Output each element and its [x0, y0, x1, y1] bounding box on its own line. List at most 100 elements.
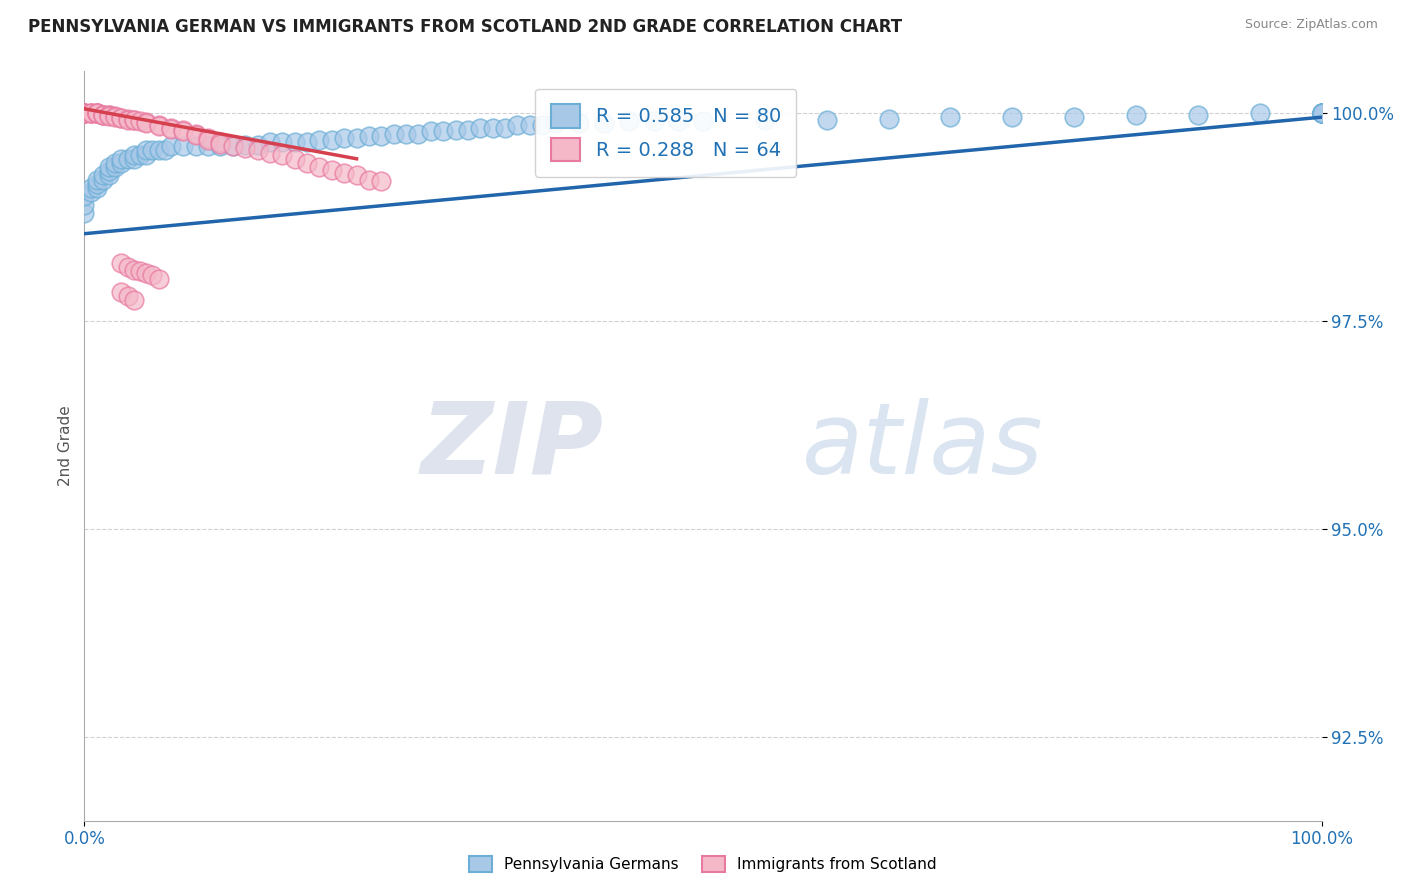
Point — [73, 106, 96, 120]
Point — [117, 260, 139, 274]
Point — [148, 144, 170, 158]
Point — [73, 189, 96, 203]
Point — [172, 139, 194, 153]
Point — [79, 185, 101, 199]
Point — [129, 147, 152, 161]
Point — [104, 160, 127, 174]
Point — [117, 152, 139, 166]
Point — [346, 131, 368, 145]
Point — [444, 122, 467, 136]
Point — [1310, 106, 1333, 120]
Point — [122, 147, 145, 161]
Point — [148, 120, 170, 134]
Point — [110, 111, 132, 125]
Point — [382, 127, 405, 141]
Legend: R = 0.585   N = 80, R = 0.288   N = 64: R = 0.585 N = 80, R = 0.288 N = 64 — [536, 88, 796, 177]
Point — [209, 136, 232, 151]
Point — [308, 160, 330, 174]
Point — [73, 106, 96, 120]
Point — [79, 181, 101, 195]
Text: Source: ZipAtlas.com: Source: ZipAtlas.com — [1244, 18, 1378, 31]
Point — [209, 139, 232, 153]
Point — [939, 110, 962, 124]
Point — [1310, 106, 1333, 120]
Text: atlas: atlas — [801, 398, 1043, 494]
Point — [666, 114, 689, 128]
Point — [79, 106, 101, 120]
Point — [470, 120, 492, 135]
Point — [86, 172, 108, 186]
Point — [122, 262, 145, 277]
Point — [98, 160, 121, 174]
Point — [519, 119, 541, 133]
Point — [295, 135, 318, 149]
Point — [86, 106, 108, 120]
Point — [233, 141, 256, 155]
Point — [1187, 108, 1209, 122]
Point — [91, 172, 114, 186]
Point — [1310, 106, 1333, 120]
Point — [617, 114, 640, 128]
Point — [98, 108, 121, 122]
Point — [86, 181, 108, 195]
Point — [1310, 106, 1333, 120]
Point — [117, 112, 139, 126]
Point — [91, 108, 114, 122]
Point — [98, 164, 121, 178]
Point — [643, 114, 665, 128]
Point — [122, 152, 145, 166]
Point — [284, 152, 307, 166]
Point — [172, 122, 194, 136]
Point — [73, 106, 96, 120]
Point — [1125, 108, 1147, 122]
Point — [73, 106, 96, 120]
Point — [1310, 106, 1333, 120]
Point — [79, 106, 101, 120]
Legend: Pennsylvania Germans, Immigrants from Scotland: Pennsylvania Germans, Immigrants from Sc… — [461, 848, 945, 880]
Point — [815, 112, 838, 127]
Point — [209, 135, 232, 149]
Point — [98, 109, 121, 123]
Point — [110, 152, 132, 166]
Point — [172, 124, 194, 138]
Point — [432, 124, 454, 138]
Point — [494, 120, 516, 135]
Point — [104, 110, 127, 124]
Point — [321, 133, 343, 147]
Point — [110, 256, 132, 270]
Point — [184, 127, 207, 141]
Point — [184, 128, 207, 142]
Point — [1310, 106, 1333, 120]
Point — [148, 272, 170, 286]
Point — [593, 116, 616, 130]
Point — [1001, 110, 1024, 124]
Point — [122, 113, 145, 128]
Point — [135, 115, 157, 129]
Point — [1310, 106, 1333, 120]
Point — [308, 133, 330, 147]
Point — [160, 139, 183, 153]
Point — [370, 129, 392, 144]
Point — [122, 293, 145, 308]
Point — [153, 144, 176, 158]
Point — [246, 144, 269, 158]
Point — [259, 145, 281, 160]
Point — [197, 131, 219, 145]
Point — [110, 111, 132, 125]
Point — [135, 116, 157, 130]
Point — [86, 106, 108, 120]
Point — [246, 137, 269, 152]
Point — [357, 129, 380, 144]
Point — [284, 135, 307, 149]
Point — [135, 266, 157, 280]
Point — [395, 127, 418, 141]
Text: PENNSYLVANIA GERMAN VS IMMIGRANTS FROM SCOTLAND 2ND GRADE CORRELATION CHART: PENNSYLVANIA GERMAN VS IMMIGRANTS FROM S… — [28, 18, 903, 36]
Point — [419, 124, 441, 138]
Point — [506, 119, 529, 133]
Point — [271, 135, 294, 149]
Point — [73, 197, 96, 211]
Point — [408, 127, 430, 141]
Point — [110, 285, 132, 299]
Point — [754, 112, 776, 127]
Point — [129, 264, 152, 278]
